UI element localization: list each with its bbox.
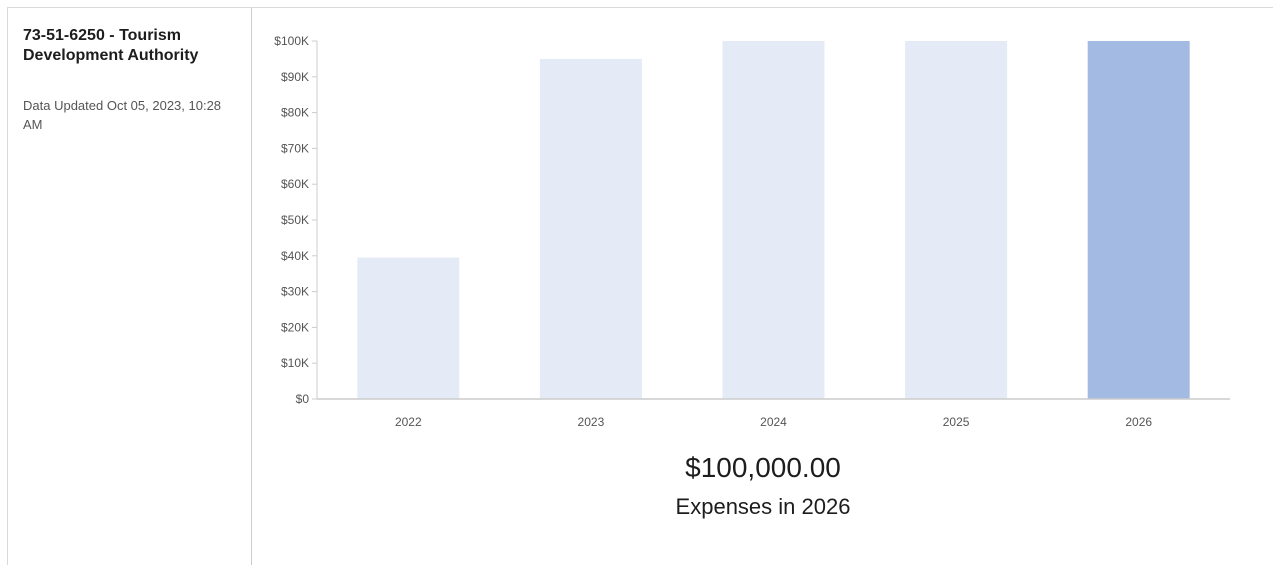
y-tick-label: $30K xyxy=(281,285,309,299)
x-tick-label: 2025 xyxy=(943,415,970,429)
bar-2022 xyxy=(357,257,460,399)
bar-2024 xyxy=(722,41,825,399)
y-tick-label: $20K xyxy=(281,320,309,334)
panel-frame xyxy=(7,7,1273,565)
bar-2023 xyxy=(539,58,642,400)
y-tick-label: $80K xyxy=(281,106,309,120)
entity-title: 73-51-6250 - Tourism Development Authori… xyxy=(23,27,199,64)
x-tick-label: 2024 xyxy=(760,415,787,429)
x-tick-label: 2026 xyxy=(1125,415,1152,429)
y-tick-label: $10K xyxy=(281,356,309,370)
bar-2026 xyxy=(1087,41,1190,399)
y-tick-label: $60K xyxy=(281,177,309,191)
y-tick-label: $0 xyxy=(296,392,310,406)
summary-value: $100,000.00 xyxy=(685,452,841,483)
y-tick-label: $50K xyxy=(281,213,309,227)
y-tick-label: $40K xyxy=(281,249,309,263)
sidebar: 73-51-6250 - Tourism Development Authori… xyxy=(8,8,252,565)
summary-caption: Expenses in 2026 xyxy=(675,494,851,519)
x-tick-label: 2023 xyxy=(578,415,605,429)
y-tick-label: $70K xyxy=(281,141,309,155)
bar-2025 xyxy=(905,41,1008,399)
y-tick-label: $90K xyxy=(281,70,309,84)
expenses-chart: $0 $10K $20K $30K $40K $50K $60K $70K $80K $90K $1… xyxy=(253,8,1273,565)
x-tick-label: 2022 xyxy=(395,415,422,429)
y-tick-label: $100K xyxy=(274,34,309,48)
bar-chart-svg: $0 $10K $20K $30K $40K $50K $60K $70K $80K $90K $1… xyxy=(274,34,1230,429)
data-updated-text: Data Updated Oct 05, 2023, 10:28 AM xyxy=(23,98,222,132)
